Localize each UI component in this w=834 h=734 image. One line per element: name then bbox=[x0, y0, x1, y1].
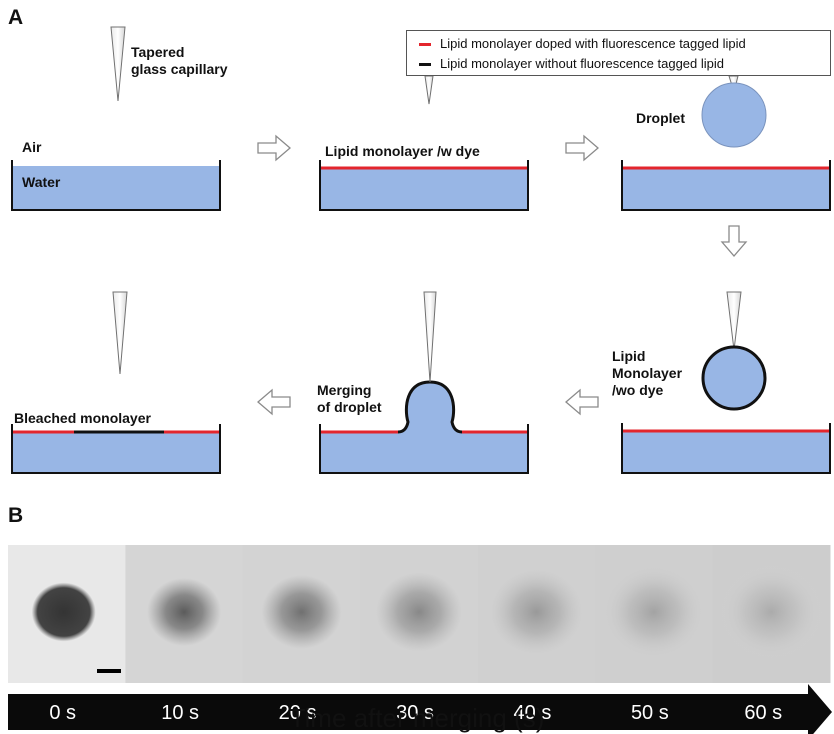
trough-step1 bbox=[11, 160, 221, 211]
water-step4 bbox=[622, 431, 830, 473]
time-tick-label: 60 s bbox=[744, 702, 783, 724]
coated-droplet-step4 bbox=[701, 345, 767, 411]
arrow-down bbox=[720, 225, 748, 257]
capillary-step6 bbox=[112, 291, 128, 375]
water-step6 bbox=[12, 432, 220, 473]
trough-step4 bbox=[621, 423, 831, 474]
water-step5 bbox=[320, 432, 528, 473]
axis-title: Time after merging (s) bbox=[289, 703, 545, 733]
label-wo-dye-line2: Monolayer bbox=[612, 365, 683, 381]
time-tick-label: 0 s bbox=[49, 702, 77, 724]
fluorescence-spot bbox=[376, 572, 462, 652]
label-merging-line1: Merging bbox=[317, 382, 372, 398]
capillary-step4 bbox=[726, 291, 742, 351]
label-monolayer-with-dye: Lipid monolayer /w dye bbox=[325, 143, 480, 159]
trough-step3 bbox=[621, 160, 831, 211]
label-water: Water bbox=[22, 174, 61, 190]
capillary-step5 bbox=[423, 291, 437, 383]
fluorescence-spot bbox=[147, 577, 222, 647]
arrow-right-2 bbox=[565, 134, 599, 162]
legend-swatch-undyed bbox=[419, 63, 431, 67]
label-wo-dye-line1: Lipid bbox=[612, 348, 646, 364]
panel-a-letter: A bbox=[8, 6, 24, 29]
capillary-step1 bbox=[110, 26, 126, 102]
legend-swatch-dyed bbox=[419, 43, 431, 47]
legend: Lipid monolayer doped with fluorescence … bbox=[406, 30, 831, 76]
trough-step2 bbox=[319, 160, 529, 211]
label-air: Air bbox=[22, 139, 42, 155]
arrow-left-2 bbox=[257, 388, 291, 416]
arrow-right-1 bbox=[257, 134, 291, 162]
label-capillary-line1: Tapered bbox=[131, 44, 185, 60]
trough-step5 bbox=[319, 424, 529, 474]
water-step1 bbox=[12, 166, 220, 210]
water-step2 bbox=[320, 168, 528, 210]
merging-droplet-step5 bbox=[398, 382, 462, 432]
trough-step6 bbox=[11, 424, 221, 474]
time-tick-label: 50 s bbox=[630, 702, 669, 724]
legend-item-undyed: Lipid monolayer without fluorescence tag… bbox=[419, 56, 724, 71]
fluorescence-spot bbox=[261, 575, 342, 649]
capillary-step2 bbox=[424, 75, 434, 105]
label-droplet: Droplet bbox=[636, 110, 685, 126]
label-wo-dye-line3: /wo dye bbox=[612, 382, 664, 398]
fluorescence-spot bbox=[31, 582, 96, 642]
time-tick-label: 40 s bbox=[513, 702, 552, 724]
fluorescence-spot bbox=[490, 569, 583, 655]
label-merging-line2: of droplet bbox=[317, 399, 382, 415]
fluorescence-spot bbox=[604, 566, 703, 658]
legend-label-dyed: Lipid monolayer doped with fluorescence … bbox=[440, 36, 746, 51]
time-arrow bbox=[8, 684, 832, 734]
water-step3 bbox=[622, 168, 830, 210]
label-capillary-line2: glass capillary bbox=[131, 61, 228, 77]
scale-bar bbox=[97, 669, 121, 673]
arrow-left-1 bbox=[565, 388, 599, 416]
panel-b-letter: B bbox=[8, 504, 24, 527]
droplet-step3 bbox=[701, 82, 767, 148]
time-tick-label: 20 s bbox=[278, 702, 317, 724]
time-tick-label: 30 s bbox=[396, 702, 434, 724]
label-bleached-monolayer: Bleached monolayer bbox=[14, 410, 151, 426]
fluorescence-spot bbox=[719, 564, 824, 660]
time-tick-label: 10 s bbox=[161, 702, 200, 724]
legend-item-dyed: Lipid monolayer doped with fluorescence … bbox=[419, 36, 746, 51]
legend-label-undyed: Lipid monolayer without fluorescence tag… bbox=[440, 56, 725, 71]
